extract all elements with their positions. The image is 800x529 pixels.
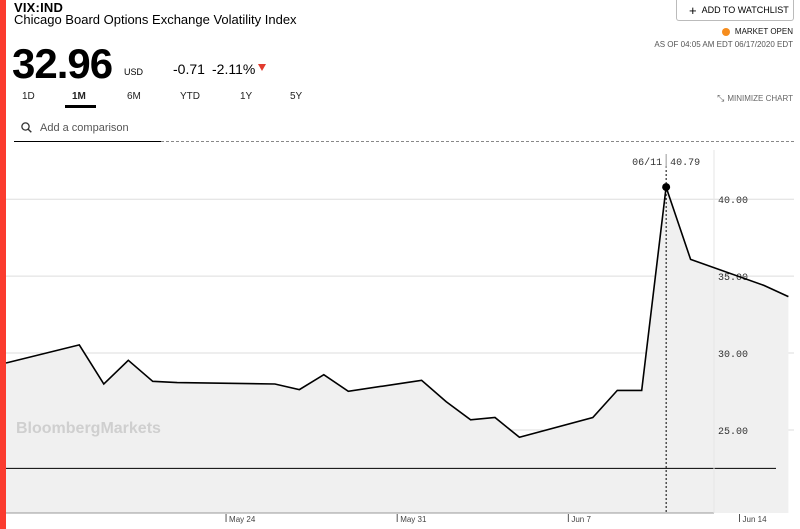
index-name: Chicago Board Options Exchange Volatilit… bbox=[14, 12, 297, 27]
as-of-timestamp: AS OF 04:05 AM EDT 06/17/2020 EDT bbox=[654, 40, 793, 49]
crosshair-tooltip: 06/11 40.79 bbox=[632, 154, 700, 169]
watchlist-label: ADD TO WATCHLIST bbox=[701, 5, 789, 15]
search-icon bbox=[21, 122, 32, 133]
comparison-input[interactable] bbox=[40, 121, 158, 134]
tab-ytd[interactable]: YTD bbox=[180, 91, 200, 102]
market-status: MARKET OPEN bbox=[721, 27, 793, 36]
accent-bar bbox=[0, 0, 6, 529]
price-change: -0.71 bbox=[173, 61, 205, 77]
x-tick-label: Jun 7 bbox=[571, 515, 591, 524]
chart-top-divider bbox=[161, 141, 794, 142]
x-tick-label: May 31 bbox=[400, 515, 427, 524]
price-change-percent: -2.11% bbox=[212, 61, 256, 77]
market-status-dot bbox=[721, 27, 730, 36]
ticker-symbol: VIX:IND bbox=[14, 0, 64, 15]
market-status-label: MARKET OPEN bbox=[734, 27, 793, 36]
tab-6m[interactable]: 6M bbox=[127, 91, 141, 102]
y-tick-label: 30.00 bbox=[718, 350, 748, 361]
crosshair-date: 06/11 bbox=[632, 157, 662, 169]
y-tick-label: 40.00 bbox=[718, 196, 748, 207]
add-to-watchlist-button[interactable]: + ADD TO WATCHLIST bbox=[676, 0, 794, 21]
chart-area-fill bbox=[6, 187, 789, 513]
minimize-label: MINIMIZE CHART bbox=[727, 94, 793, 103]
tab-5y[interactable]: 5Y bbox=[290, 91, 303, 102]
tab-1y[interactable]: 1Y bbox=[240, 91, 253, 102]
minimize-icon: ⤡ bbox=[717, 93, 725, 103]
tab-1d[interactable]: 1D bbox=[22, 91, 35, 102]
currency-label: USD bbox=[124, 67, 144, 77]
y-tick-label: 35.00 bbox=[718, 273, 748, 284]
plus-icon: + bbox=[689, 2, 697, 18]
crosshair-point bbox=[662, 183, 671, 192]
comparison-search bbox=[14, 114, 161, 142]
tab-1m[interactable]: 1M bbox=[72, 91, 86, 102]
x-tick-label: May 24 bbox=[229, 515, 256, 524]
y-tick-label: 25.00 bbox=[718, 427, 748, 438]
crosshair-value: 40.79 bbox=[670, 158, 700, 169]
x-tick-label: Jun 14 bbox=[743, 515, 768, 524]
active-tab-underline bbox=[65, 105, 96, 108]
down-arrow-icon bbox=[258, 64, 266, 71]
current-price: 32.96 bbox=[12, 40, 113, 87]
price-line bbox=[5, 186, 789, 439]
bloomberg-watermark: BloombergMarkets bbox=[16, 420, 161, 437]
minimize-chart-button[interactable]: ⤡ MINIMIZE CHART bbox=[717, 93, 793, 104]
